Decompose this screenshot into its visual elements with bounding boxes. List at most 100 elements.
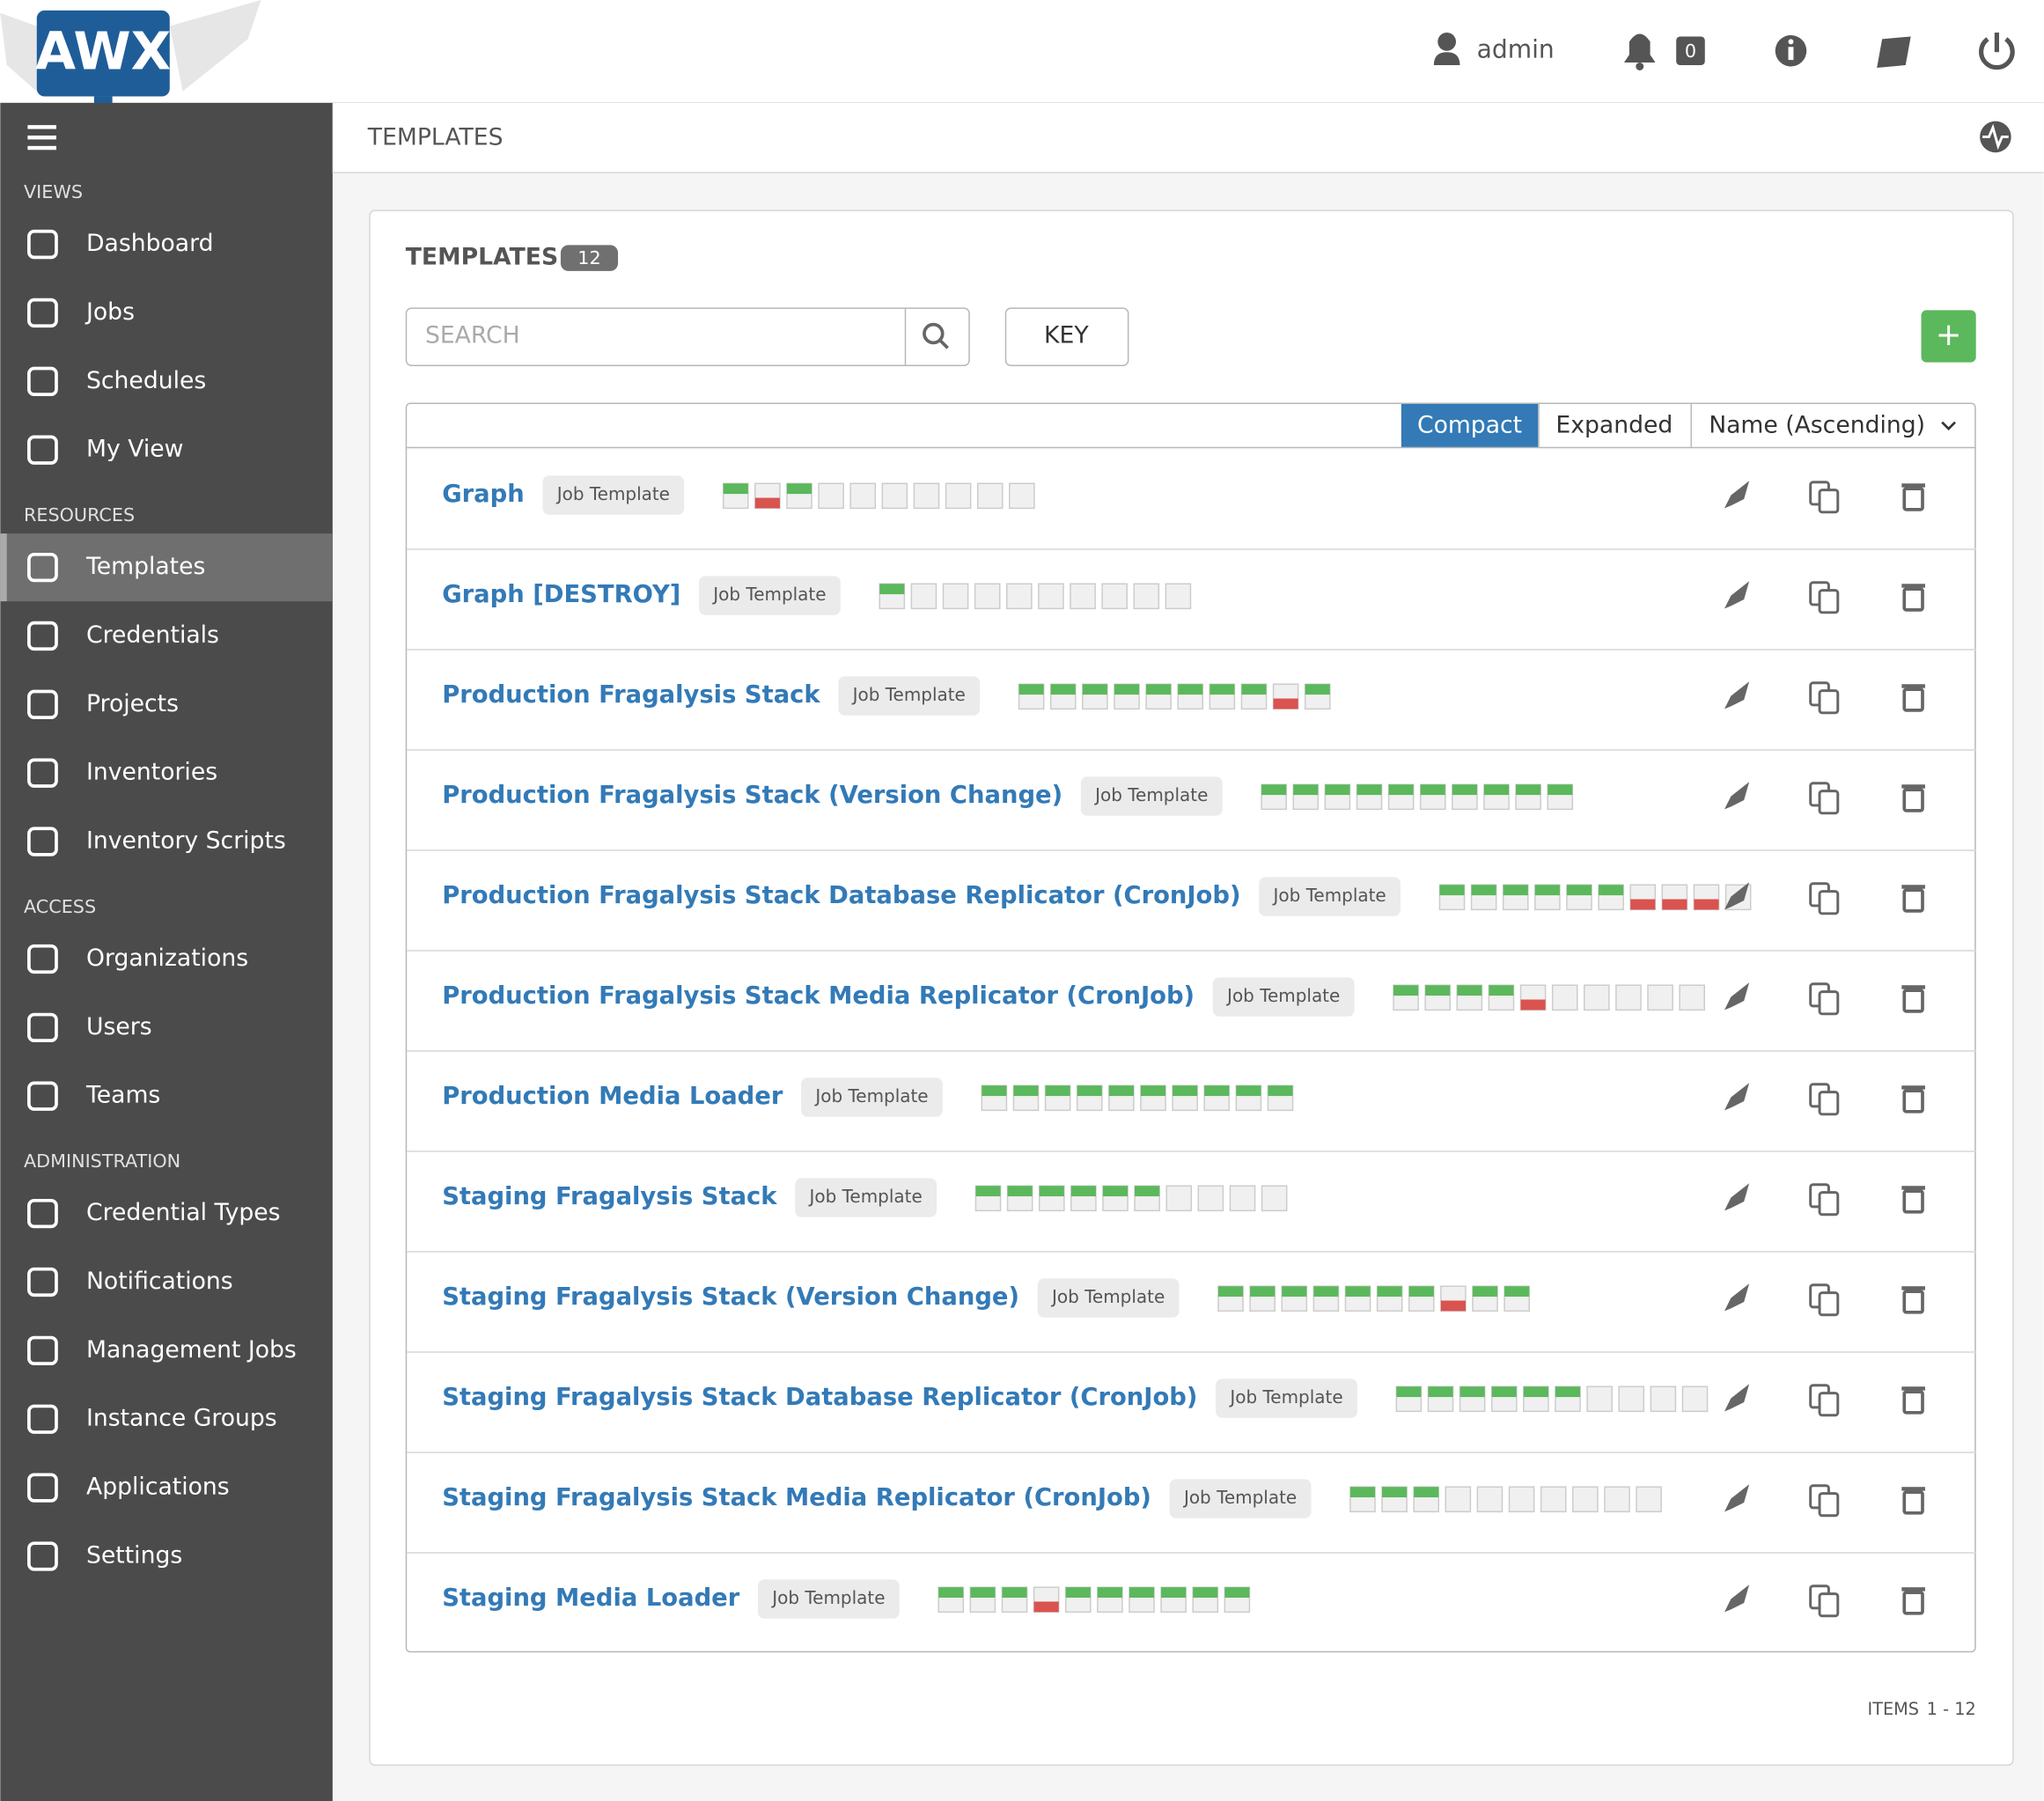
job-status[interactable] <box>1312 1285 1340 1312</box>
template-name[interactable]: Graph [DESTROY] <box>442 581 680 608</box>
job-status[interactable] <box>1483 783 1510 811</box>
job-status[interactable] <box>1172 1084 1198 1112</box>
job-status[interactable] <box>1424 984 1452 1011</box>
job-status[interactable] <box>1134 1185 1160 1212</box>
job-status[interactable] <box>974 1185 1002 1212</box>
activity-stream[interactable] <box>1980 121 2011 153</box>
launch-button[interactable] <box>1724 681 1750 709</box>
template-name[interactable]: Staging Fragalysis Stack <box>442 1183 777 1210</box>
job-status[interactable] <box>786 482 812 510</box>
job-status[interactable] <box>1160 1586 1187 1614</box>
key-button[interactable]: KEY <box>1004 307 1129 367</box>
delete-button[interactable] <box>1901 1186 1925 1214</box>
template-name[interactable]: Production Fragalysis Stack Database Rep… <box>442 882 1240 909</box>
search-input[interactable] <box>405 307 970 367</box>
delete-button[interactable] <box>1901 684 1925 712</box>
job-status[interactable] <box>1393 984 1419 1011</box>
info-button[interactable] <box>1775 34 1807 67</box>
launch-button[interactable] <box>1724 882 1750 910</box>
job-status[interactable] <box>1519 984 1547 1011</box>
delete-button[interactable] <box>1901 885 1925 913</box>
job-status[interactable] <box>1064 1586 1092 1614</box>
template-name[interactable]: Staging Fragalysis Stack (Version Change… <box>442 1283 1019 1311</box>
nav-item[interactable]: Inventory Scripts <box>27 827 286 856</box>
search[interactable]: SEARCH <box>405 307 970 367</box>
nav-item[interactable]: Templates <box>0 533 333 602</box>
template-name[interactable]: Production Fragalysis Stack <box>442 681 820 709</box>
copy-button[interactable] <box>1809 1484 1840 1518</box>
job-status[interactable] <box>1515 783 1541 811</box>
delete-button[interactable] <box>1901 1085 1925 1114</box>
job-status[interactable] <box>1018 683 1045 710</box>
nav-item[interactable]: Management Jobs <box>27 1335 297 1366</box>
template-name[interactable]: Production Fragalysis Stack Media Replic… <box>442 982 1195 1010</box>
job-status[interactable] <box>879 583 906 610</box>
job-status[interactable] <box>1235 1084 1262 1112</box>
sort-select[interactable]: Name (Ascending) <box>1709 412 1956 439</box>
notifications[interactable]: 0 <box>1623 33 1705 70</box>
nav-item[interactable]: Inventories <box>27 758 217 788</box>
job-status[interactable] <box>1427 1386 1454 1413</box>
delete-button[interactable] <box>1901 1286 1925 1314</box>
delete-button[interactable] <box>1901 1487 1925 1515</box>
job-status[interactable] <box>1502 884 1529 911</box>
launch-button[interactable] <box>1724 1083 1750 1111</box>
template-name[interactable]: Graph <box>442 481 525 508</box>
delete-button[interactable] <box>1901 483 1925 511</box>
job-status[interactable] <box>1272 683 1299 710</box>
docs-button[interactable] <box>1877 36 1911 68</box>
nav-item[interactable]: Schedules <box>27 366 206 396</box>
job-status[interactable] <box>1044 1084 1071 1112</box>
copy-button[interactable] <box>1809 982 1840 1016</box>
template-name[interactable]: Staging Fragalysis Stack Database Replic… <box>442 1384 1197 1411</box>
nav-item[interactable]: Teams <box>27 1081 160 1111</box>
logout-button[interactable] <box>1979 33 2015 70</box>
job-status[interactable] <box>1070 1185 1097 1212</box>
copy-button[interactable] <box>1809 481 1840 514</box>
job-status[interactable] <box>1108 1084 1135 1112</box>
job-status[interactable] <box>1534 884 1561 911</box>
user-menu[interactable]: admin <box>1433 33 1555 66</box>
nav-item[interactable]: Instance Groups <box>27 1404 277 1434</box>
copy-button[interactable] <box>1809 882 1840 915</box>
job-status[interactable] <box>1209 683 1236 710</box>
job-status[interactable] <box>1566 884 1592 911</box>
job-status[interactable] <box>1387 783 1415 811</box>
job-status[interactable] <box>1324 783 1351 811</box>
job-status[interactable] <box>1076 1084 1103 1112</box>
nav-item[interactable]: Credential Types <box>27 1198 281 1229</box>
job-status[interactable] <box>1598 884 1624 911</box>
job-status[interactable] <box>1001 1586 1028 1614</box>
job-status[interactable] <box>1292 783 1320 811</box>
job-status[interactable] <box>1438 884 1466 911</box>
job-status[interactable] <box>1102 1185 1129 1212</box>
job-status[interactable] <box>1049 683 1077 710</box>
job-status[interactable] <box>1192 1586 1219 1614</box>
nav-item[interactable]: My View <box>27 435 184 465</box>
launch-button[interactable] <box>1724 581 1750 609</box>
job-status[interactable] <box>1456 984 1483 1011</box>
nav-item[interactable]: Applications <box>27 1473 230 1503</box>
job-status[interactable] <box>1472 1285 1498 1312</box>
job-status[interactable] <box>969 1586 996 1614</box>
job-status[interactable] <box>1097 1586 1123 1614</box>
nav-item[interactable]: Notifications <box>27 1267 233 1297</box>
nav-item[interactable]: Settings <box>27 1541 182 1571</box>
add-button[interactable]: + <box>1921 310 1976 363</box>
job-status[interactable] <box>1488 984 1515 1011</box>
job-status[interactable] <box>1693 884 1720 911</box>
launch-button[interactable] <box>1724 982 1750 1011</box>
job-status[interactable] <box>1381 1486 1408 1513</box>
job-status[interactable] <box>1281 1285 1308 1312</box>
nav-item[interactable]: Projects <box>27 689 179 719</box>
copy-button[interactable] <box>1809 1384 1840 1417</box>
delete-button[interactable] <box>1901 584 1925 612</box>
job-status[interactable] <box>1140 1084 1166 1112</box>
template-name[interactable]: Staging Media Loader <box>442 1584 740 1612</box>
job-status[interactable] <box>1012 1084 1040 1112</box>
job-status[interactable] <box>1114 683 1140 710</box>
job-status[interactable] <box>1629 884 1657 911</box>
copy-button[interactable] <box>1809 1083 1840 1116</box>
copy-button[interactable] <box>1809 1584 1840 1618</box>
job-status[interactable] <box>1356 783 1383 811</box>
